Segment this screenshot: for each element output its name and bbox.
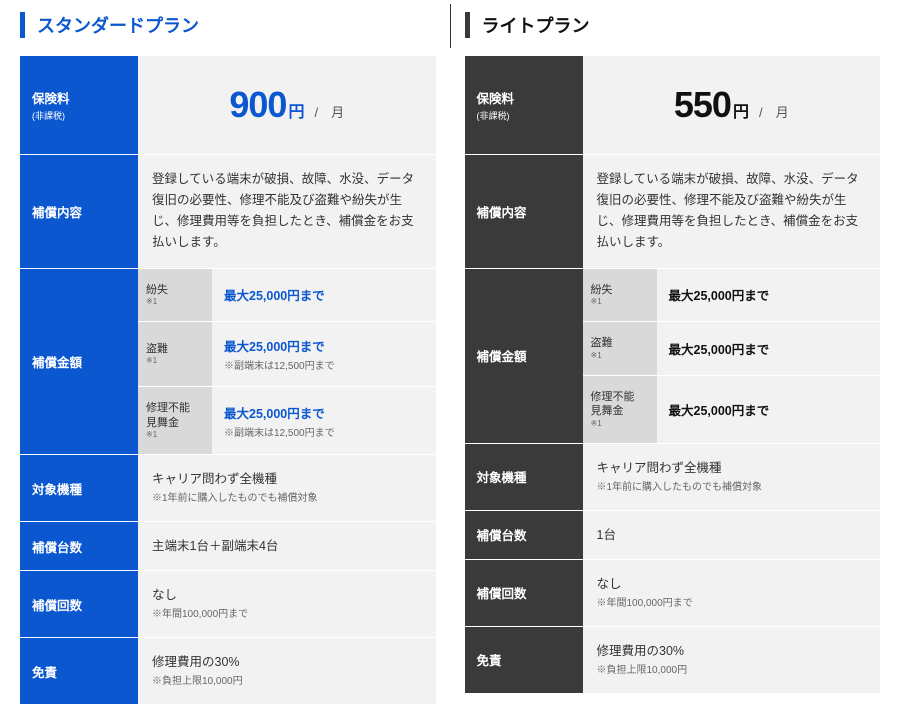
price-amount: 550	[674, 76, 731, 134]
amount-sub-label: 盗難※1	[583, 322, 657, 375]
plan-title: スタンダードプラン	[37, 12, 199, 38]
amount-sub-value: 最大25,000円まで	[657, 269, 881, 322]
value-coverage: 登録している端末が破損、故障、水没、データ復旧の必要性、修理不能及び盗難や紛失が…	[138, 155, 436, 268]
row-amounts: 補償金額 紛失※1 最大25,000円まで 盗難※1 最大25,000円まで※副…	[20, 269, 436, 456]
price-per: / 月	[759, 103, 789, 124]
value-models: キャリア問わず全機種※1年前に購入したものでも補償対象	[138, 455, 436, 521]
row-units: 補償台数 主端末1台＋副端末4台	[20, 522, 436, 571]
row-models: 対象機種 キャリア問わず全機種※1年前に購入したものでも補償対象	[20, 455, 436, 522]
label-note: (非課税)	[477, 109, 571, 122]
label-models: 対象機種	[20, 455, 138, 521]
price-per: / 月	[314, 103, 344, 124]
row-times: 補償回数 なし※年間100,000円まで	[465, 560, 881, 627]
amount-row: 修理不能 見舞金※1 最大25,000円まで	[583, 376, 881, 443]
amount-row: 紛失※1 最大25,000円まで	[138, 269, 436, 323]
amount-sub-label: 盗難※1	[138, 322, 212, 386]
plan-light: ライトプラン 保険料 (非課税) 550 円 / 月 補償内容 登録している端末…	[465, 4, 881, 648]
value-times: なし※年間100,000円まで	[583, 560, 881, 626]
label-units: 補償台数	[20, 522, 138, 570]
plan-standard: スタンダードプラン 保険料 (非課税) 900 円 / 月 補償内容 登録してい…	[20, 4, 436, 648]
label-amounts: 補償金額	[20, 269, 138, 455]
row-models: 対象機種 キャリア問わず全機種※1年前に購入したものでも補償対象	[465, 444, 881, 511]
label-times: 補償回数	[20, 571, 138, 637]
label-models: 対象機種	[465, 444, 583, 510]
row-price: 保険料 (非課税) 550 円 / 月	[465, 56, 881, 155]
plan-title: ライトプラン	[482, 12, 590, 38]
amounts-sub-rows: 紛失※1 最大25,000円まで 盗難※1 最大25,000円まで※副端末は12…	[138, 269, 436, 455]
row-coverage: 補償内容 登録している端末が破損、故障、水没、データ復旧の必要性、修理不能及び盗…	[465, 155, 881, 269]
value-models: キャリア問わず全機種※1年前に購入したものでも補償対象	[583, 444, 881, 510]
label-units: 補償台数	[465, 511, 583, 559]
amounts-sub-rows: 紛失※1 最大25,000円まで 盗難※1 最大25,000円まで 修理不能 見…	[583, 269, 881, 443]
label-text: 保険料	[32, 88, 126, 107]
label-deductible: 免責	[465, 627, 583, 693]
value-deductible: 修理費用の30%※負担上限10,000円	[583, 627, 881, 693]
price-currency: 円	[288, 100, 304, 126]
amount-sub-value: 最大25,000円まで※副端末は12,500円まで	[212, 387, 436, 454]
label-price: 保険料 (非課税)	[465, 56, 583, 154]
row-amounts: 補償金額 紛失※1 最大25,000円まで 盗難※1 最大25,000円まで 修…	[465, 269, 881, 444]
amount-sub-value: 最大25,000円まで	[212, 269, 436, 322]
header-accent-bar	[465, 12, 470, 38]
label-text: 保険料	[477, 88, 571, 107]
amount-sub-label: 修理不能 見舞金※1	[583, 376, 657, 443]
label-times: 補償回数	[465, 560, 583, 626]
row-times: 補償回数 なし※年間100,000円まで	[20, 571, 436, 638]
price-amount: 900	[229, 76, 286, 134]
amount-row: 紛失※1 最大25,000円まで	[583, 269, 881, 323]
label-coverage: 補償内容	[465, 155, 583, 268]
column-divider	[450, 4, 451, 48]
amount-row: 盗難※1 最大25,000円まで※副端末は12,500円まで	[138, 322, 436, 387]
label-note: (非課税)	[32, 109, 126, 122]
row-units: 補償台数 1台	[465, 511, 881, 560]
row-deductible: 免責 修理費用の30%※負担上限10,000円	[20, 638, 436, 705]
value-units: 1台	[583, 511, 881, 559]
row-price: 保険料 (非課税) 900 円 / 月	[20, 56, 436, 155]
amount-sub-label: 修理不能 見舞金※1	[138, 387, 212, 454]
label-deductible: 免責	[20, 638, 138, 704]
value-price: 550 円 / 月	[583, 56, 881, 154]
plan-header: スタンダードプラン	[20, 4, 436, 56]
row-coverage: 補償内容 登録している端末が破損、故障、水没、データ復旧の必要性、修理不能及び盗…	[20, 155, 436, 269]
value-price: 900 円 / 月	[138, 56, 436, 154]
label-price: 保険料 (非課税)	[20, 56, 138, 154]
amount-row: 修理不能 見舞金※1 最大25,000円まで※副端末は12,500円まで	[138, 387, 436, 454]
plan-header: ライトプラン	[465, 4, 881, 56]
label-coverage: 補償内容	[20, 155, 138, 268]
amount-row: 盗難※1 最大25,000円まで	[583, 322, 881, 376]
amount-sub-value: 最大25,000円まで※副端末は12,500円まで	[212, 322, 436, 386]
value-coverage: 登録している端末が破損、故障、水没、データ復旧の必要性、修理不能及び盗難や紛失が…	[583, 155, 881, 268]
amount-sub-value: 最大25,000円まで	[657, 376, 881, 443]
header-accent-bar	[20, 12, 25, 38]
value-deductible: 修理費用の30%※負担上限10,000円	[138, 638, 436, 704]
label-amounts: 補償金額	[465, 269, 583, 443]
amount-sub-label: 紛失※1	[583, 269, 657, 322]
amount-sub-value: 最大25,000円まで	[657, 322, 881, 375]
price-currency: 円	[733, 100, 749, 126]
amount-sub-label: 紛失※1	[138, 269, 212, 322]
row-deductible: 免責 修理費用の30%※負担上限10,000円	[465, 627, 881, 694]
value-units: 主端末1台＋副端末4台	[138, 522, 436, 570]
value-times: なし※年間100,000円まで	[138, 571, 436, 637]
